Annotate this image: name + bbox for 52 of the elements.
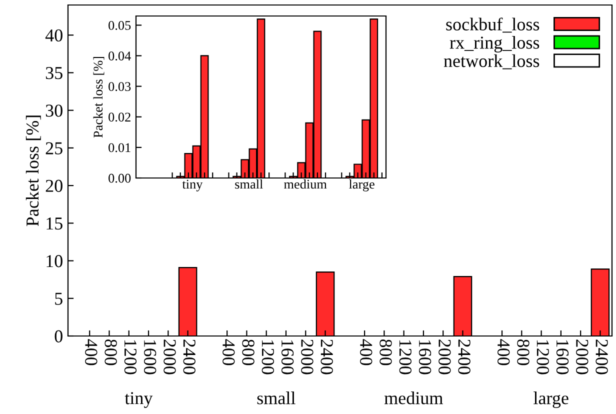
x-tick-label: 400 [360, 339, 372, 366]
x-tick-label: 1200 [124, 340, 137, 374]
y-tick-label: 35 [46, 67, 62, 80]
annotation: large [349, 179, 374, 192]
x-tick-label: 800 [242, 339, 254, 366]
text: tiny [124, 392, 153, 408]
text: medium [384, 392, 443, 404]
annotation: tiny [182, 180, 203, 192]
x-tick-label: 800 [517, 339, 530, 366]
x-tick-label: 1200 [536, 340, 549, 374]
y-tick-label: 0.03 [108, 82, 131, 92]
x-tick-label: 2000 [576, 340, 588, 374]
x-tick-label: 400 [85, 339, 98, 366]
y-tick-label: 0 [54, 330, 62, 342]
annotation: medium [284, 179, 327, 189]
y-tick-label: 15 [46, 218, 62, 230]
x-tick-label: 2000 [301, 340, 314, 374]
x-tick-label: 1600 [556, 340, 569, 374]
y-tick-label: 0.05 [108, 20, 131, 30]
x-tick-label: 2000 [438, 340, 451, 374]
y-tick-label: 0.00 [108, 174, 131, 183]
x-tick-label: 2400 [183, 340, 196, 374]
y-axis-title: Packet loss [%] [26, 116, 41, 226]
legend-label: sockbuf_loss [446, 18, 540, 33]
y-tick-label: 5 [55, 292, 62, 305]
x-tick-label: 1200 [399, 340, 412, 374]
x-tick-label: 1600 [281, 340, 294, 374]
x-tick-label: 2000 [164, 340, 176, 374]
x-tick-label: 1600 [418, 340, 432, 374]
x-tick-label: 400 [222, 339, 235, 366]
legend-label: rx_ring_loss [450, 36, 540, 52]
y-tick-label: 25 [46, 142, 62, 154]
y-tick-label: 10 [46, 255, 62, 268]
annotation: small [235, 179, 263, 189]
y-tick-label: 40 [45, 29, 62, 42]
x-tick-label: 2400 [596, 340, 608, 374]
x-tick-label: 2400 [320, 340, 333, 374]
x-tick-label: 1600 [144, 340, 156, 374]
x-tick-label: 2400 [458, 340, 470, 374]
x-tick-label: 1200 [262, 340, 274, 374]
x-tick-label: 400 [498, 339, 510, 366]
y-tick-label: 0.04 [108, 52, 131, 60]
y-tick-label: 0.01 [108, 143, 130, 152]
x-tick-label: 800 [104, 339, 117, 366]
y-tick-label: 0.02 [108, 112, 130, 122]
text: large [534, 392, 568, 408]
text: small [257, 392, 296, 404]
y-tick-label: 20 [46, 180, 62, 192]
legend-label: network_loss [444, 54, 540, 70]
y-axis-title: Packet loss [%] [93, 56, 104, 138]
y-tick-label: 30 [46, 104, 62, 117]
x-tick-label: 800 [380, 339, 392, 366]
